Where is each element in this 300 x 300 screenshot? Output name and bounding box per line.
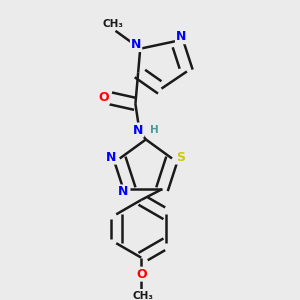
Text: O: O [98,91,109,103]
Text: CH₃: CH₃ [102,19,123,29]
Text: O: O [136,268,146,281]
Text: H: H [150,125,159,135]
Text: N: N [131,38,141,51]
Text: S: S [176,151,185,164]
Text: N: N [176,30,186,43]
Text: CH₃: CH₃ [132,291,153,300]
Text: N: N [106,151,117,164]
Text: N: N [118,185,128,198]
Text: N: N [133,124,143,136]
